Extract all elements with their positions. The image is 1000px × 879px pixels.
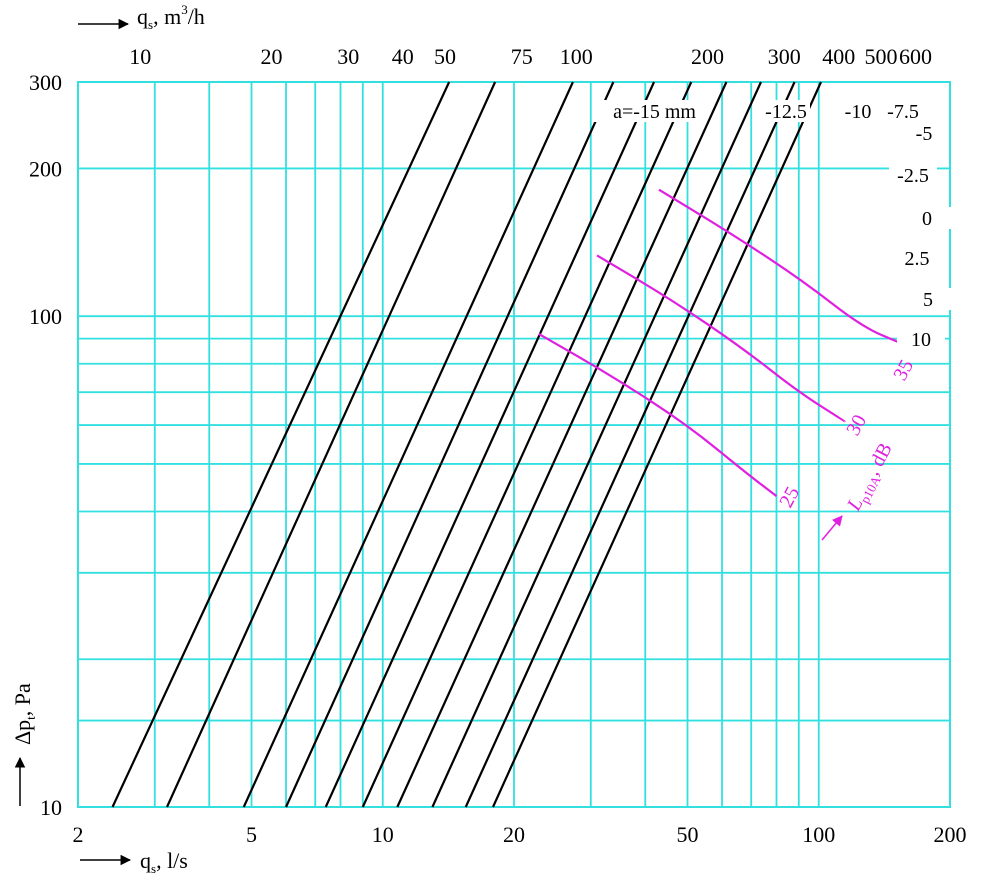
series-label-bg [834,100,882,122]
x2-axis-title-sub: s [148,17,153,32]
series-label: -7.5 [887,101,919,123]
x2-tick-label: 50 [434,44,456,69]
noise-axis-arrow [821,515,843,541]
noise-curve-label: 35 [889,356,918,384]
series-label-bg [592,100,700,122]
x-axis-title: qs, l/s [80,848,188,876]
series-label: a=-15 mm [613,101,696,123]
y-tick-label: 200 [29,156,62,181]
series-line [361,81,693,808]
x-tick-label: 200 [934,822,967,847]
series-line [491,81,823,808]
noise-curve [596,254,846,423]
y-axis-title-sub: t [23,716,38,720]
series-label-bg [893,247,941,269]
series-line [324,81,656,808]
noise-curves [538,188,903,497]
noise-axis-title: Lp10A, dB [821,439,900,541]
x-tick-label: 100 [802,822,835,847]
x2-axis-title-rest: , m [153,4,181,29]
svg-text:qs, m3/h: qs, m3/h [137,2,205,32]
x2-axis-title-main: q [137,4,148,29]
series-label-bg [903,207,951,229]
x2-tick-label: 600 [899,44,932,69]
grid [77,81,951,808]
series-label: -10 [845,101,872,123]
noise-curve [538,333,778,497]
series-line [242,81,574,808]
y-axis-title: Δpt, Pa [10,683,38,806]
x-axis-title-rest: , l/s [156,848,188,873]
x2-tick-label: 40 [392,44,414,69]
noise-curve-label: 25 [775,483,804,511]
series-line [464,81,796,808]
x2-axis-title-sup: 3 [181,2,188,17]
x-axis-title-main: q [140,848,151,873]
x2-tick-label: 75 [511,44,533,69]
y-tick-label: 300 [29,70,62,95]
svg-text:Δpt, Pa: Δpt, Pa [10,683,38,745]
x2-tick-label: 20 [260,44,282,69]
x2-tick-label: 200 [691,44,724,69]
svg-text:Lp10A, dB: Lp10A, dB [843,439,900,516]
x-tick-label: 20 [503,822,525,847]
x2-axis-title-tail: /h [188,4,205,29]
x-tick-label: 50 [677,822,699,847]
series-label: 2.5 [905,248,930,270]
x2-tick-label: 400 [822,44,855,69]
svg-text:qs, l/s: qs, l/s [140,848,188,876]
series-label: 10 [911,329,931,351]
y-tick-label: 10 [40,795,62,820]
series-label: -2.5 [897,165,929,187]
x-tick-label: 2 [73,822,84,847]
series-line [111,81,451,808]
x2-tick-label: 10 [129,44,151,69]
x2-tick-label: 30 [337,44,359,69]
y-axis-title-rest: , Pa [10,683,35,716]
x2-tick-label: 100 [560,44,593,69]
x-tick-label: 10 [372,822,394,847]
y-axis-title-main: Δp [10,720,35,745]
noise-curve-label: 30 [842,411,871,439]
x2-tick-label: 300 [768,44,801,69]
series-label-bg [762,100,810,122]
series-label-bg [879,100,927,122]
series-label-bg [889,164,937,186]
series-line [165,81,497,808]
x-axis-title-sub: s [151,861,156,876]
series-line [285,81,615,808]
series-label: 5 [923,289,933,311]
x-tick-label: 5 [246,822,257,847]
series-label: -5 [916,123,933,145]
x2-axis-title: qs, m3/h [78,2,205,32]
series-label: 0 [922,208,932,230]
series-line [396,81,728,808]
noise-axis-title-rest: , dB [862,439,897,479]
series-label: -12.5 [765,101,807,123]
x2-tick-label: 500 [864,44,897,69]
series-line [431,81,762,808]
series-label-bg [900,122,948,144]
y-tick-label: 100 [29,304,62,329]
series-label-bg [897,328,945,350]
noise-curve [658,188,903,345]
series-lines [111,81,823,808]
series-label-bg [904,288,952,310]
